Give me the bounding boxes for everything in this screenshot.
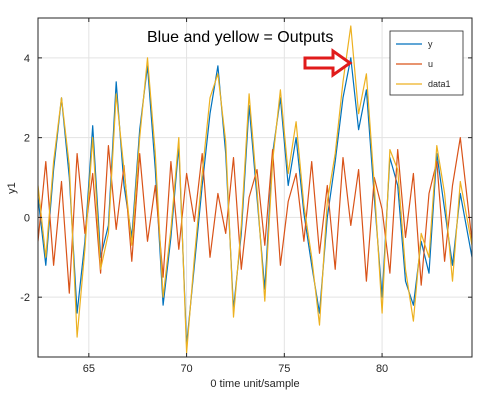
- x-axis-label: 0 time unit/sample: [210, 378, 299, 390]
- red-arrow-annotation: [303, 48, 353, 78]
- axis-ticks: 65 70 75 80 -2 0 2 4: [20, 18, 472, 375]
- legend-entries: yu data1: [396, 39, 451, 89]
- x-tick-label: 75: [278, 363, 290, 375]
- plot-frame: [37, 17, 473, 358]
- legend-box: [389, 30, 464, 96]
- legend-label-data1: data1: [428, 79, 451, 89]
- y-tick-label: 0: [24, 212, 30, 224]
- y-axis-label: y1: [6, 182, 18, 194]
- grid-lines: [38, 18, 472, 357]
- series-line-u: [38, 137, 472, 294]
- annotation-text: Blue and yellow = Outputs: [147, 29, 334, 46]
- series-line-y: [38, 57, 472, 346]
- x-tick-label: 80: [376, 363, 388, 375]
- legend-label-u: u: [428, 59, 433, 69]
- x-tick-label: 70: [180, 363, 192, 375]
- legend-label-y: y: [428, 39, 433, 49]
- series-line-data1: [38, 25, 472, 354]
- series-layer: [38, 25, 472, 354]
- y-tick-label: -2: [20, 292, 30, 304]
- x-tick-label: 65: [83, 363, 95, 375]
- y-tick-label: 4: [24, 53, 30, 65]
- legend: yu data1: [389, 30, 464, 96]
- y-tick-label: 2: [24, 133, 30, 145]
